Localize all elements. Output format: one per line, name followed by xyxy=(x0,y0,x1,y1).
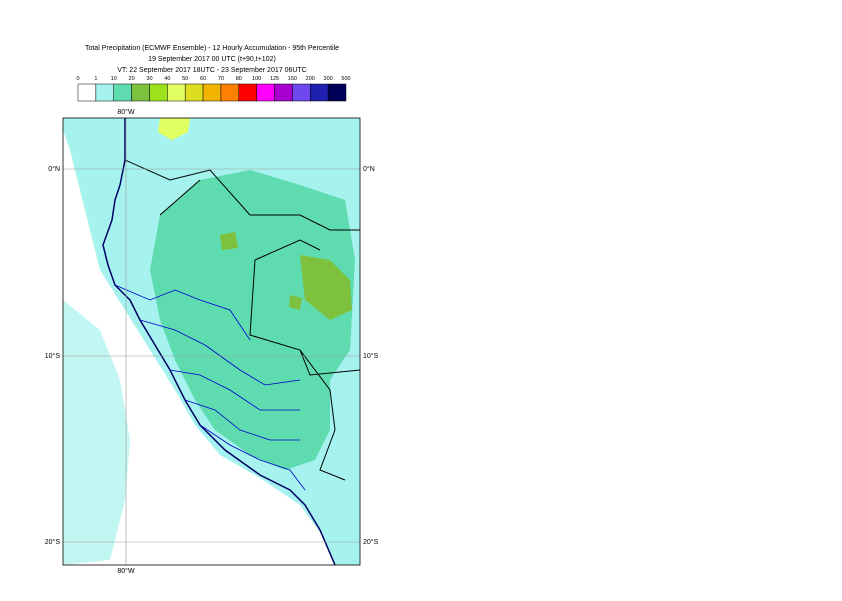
lat-label: 20°S xyxy=(363,538,379,546)
precip-heavy xyxy=(300,255,352,320)
colorbar-box xyxy=(256,83,275,102)
colorbar-box xyxy=(327,83,347,102)
lat-label: 0°N xyxy=(363,165,375,173)
precip-ocean xyxy=(63,300,130,565)
colorbar-label: 80 xyxy=(236,76,242,82)
colorbar-label: 30 xyxy=(146,76,152,82)
colorbar-label: 200 xyxy=(306,76,315,82)
colorbar-label: 125 xyxy=(270,76,279,82)
colorbar-box xyxy=(131,83,150,102)
region-borders xyxy=(114,284,306,491)
colorbar-box xyxy=(310,83,329,102)
colorbar-label: 100 xyxy=(252,76,261,82)
colorbar-box xyxy=(292,83,311,102)
colorbar-box xyxy=(202,83,222,102)
colorbar-box xyxy=(95,83,114,102)
header: Total Precipitation (ECMWF Ensemble) - 1… xyxy=(85,45,339,74)
country-borders xyxy=(124,159,360,481)
colorbar-label: 500 xyxy=(341,76,350,82)
colorbar: 0 1 10 20 30 40 50 60 70 80 100 125 150 200 300 500 xyxy=(76,76,351,102)
map: 80°W 80°W 0°N 10°S 20°S 0°N 10°S 20°S xyxy=(45,108,379,575)
colorbar-label: 0 xyxy=(76,76,79,82)
colorbar-box xyxy=(184,83,204,102)
colorbar-label: 10 xyxy=(111,76,117,82)
colorbar-label: 20 xyxy=(129,76,135,82)
colorbar-label: 50 xyxy=(182,76,188,82)
lat-label: 10°S xyxy=(363,352,379,360)
lon-label: 80°W xyxy=(117,567,135,575)
lat-label: 20°S xyxy=(45,538,61,546)
colorbar-box xyxy=(167,83,186,102)
precip-moderate xyxy=(150,170,355,470)
lat-label: 10°S xyxy=(45,352,61,360)
colorbar-box xyxy=(220,83,240,102)
precip-peak xyxy=(158,118,190,140)
colorbar-box xyxy=(113,83,132,102)
colorbar-box xyxy=(149,83,168,102)
colorbar-box xyxy=(238,83,257,102)
map-frame xyxy=(62,117,361,566)
colorbar-label: 40 xyxy=(164,76,170,82)
base-time: 19 September 2017 00 UTC (t+90,t+102) xyxy=(148,56,276,63)
colorbar-box xyxy=(77,83,97,102)
colorbar-label: 150 xyxy=(288,76,297,82)
colorbar-box xyxy=(274,83,293,102)
coastline xyxy=(102,118,336,565)
colorbar-label: 1 xyxy=(94,76,97,82)
lon-label: 80°W xyxy=(117,108,135,116)
valid-time: VT: 22 September 2017 18UTC - 23 Septemb… xyxy=(117,67,307,74)
title: Total Precipitation (ECMWF Ensemble) - 1… xyxy=(85,45,339,52)
colorbar-label: 70 xyxy=(218,76,224,82)
colorbar-label: 300 xyxy=(324,76,333,82)
colorbar-label: 60 xyxy=(200,76,206,82)
precip-heavy xyxy=(220,232,302,310)
lat-label: 0°N xyxy=(48,165,60,173)
